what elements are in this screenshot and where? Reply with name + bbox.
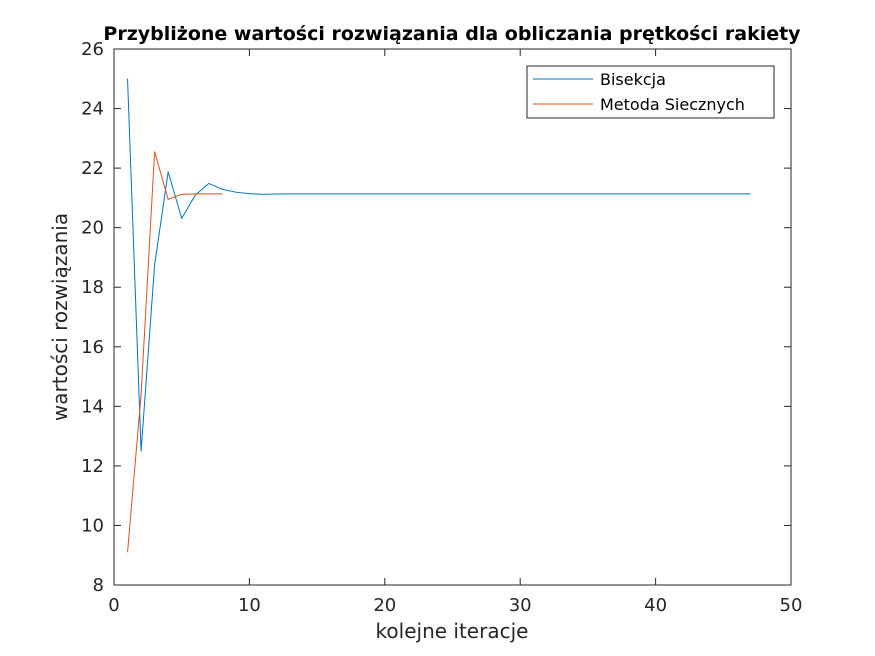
y-axis-label: wartości rozwiązania	[48, 213, 72, 421]
series-line-metoda-siecznych	[127, 151, 223, 553]
legend-label-bisekcja: Bisekcja	[600, 70, 666, 89]
x-axis-ticks: 0 10 20 30 40 50	[108, 49, 802, 616]
y-tick-label: 12	[81, 456, 104, 477]
x-tick-label: 0	[108, 595, 119, 616]
y-tick-label: 8	[93, 575, 104, 596]
y-tick-label: 10	[81, 515, 104, 536]
legend: Bisekcja Metoda Siecznych	[526, 65, 775, 119]
y-tick-label: 22	[81, 158, 104, 179]
legend-label-metoda-siecznych: Metoda Siecznych	[600, 95, 745, 114]
y-tick-label: 24	[81, 99, 104, 120]
axes-frame	[113, 48, 792, 586]
x-axis-label: kolejne iteracje	[376, 619, 529, 643]
legend-box	[526, 65, 775, 119]
y-tick-label: 14	[81, 396, 104, 417]
chart-title: Przybliżone wartości rozwiązania dla obl…	[103, 23, 801, 45]
x-tick-label: 30	[509, 595, 532, 616]
series-line-bisekcja	[127, 78, 751, 452]
x-tick-label: 20	[373, 595, 396, 616]
x-tick-label: 40	[644, 595, 667, 616]
y-tick-label: 26	[81, 39, 104, 60]
series-lines	[127, 78, 751, 553]
y-tick-label: 18	[81, 277, 104, 298]
x-tick-label: 50	[780, 595, 803, 616]
y-tick-label: 20	[81, 218, 104, 239]
plot-area	[114, 49, 791, 585]
y-tick-label: 16	[81, 337, 104, 358]
x-tick-label: 10	[238, 595, 261, 616]
y-axis-ticks: 8 10 12 14 16 18 20 22 24 26	[81, 39, 791, 596]
